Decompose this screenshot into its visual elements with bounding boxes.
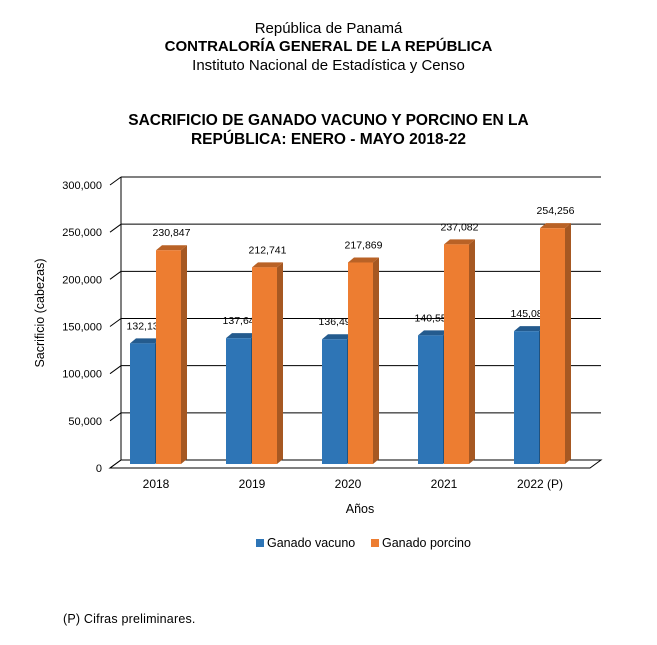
gridline-depth [109,412,122,422]
y-tick-label: 200,000 [62,274,102,286]
x-tick-label: 2021 [431,477,458,491]
y-tick-label: 250,000 [62,227,102,239]
y-tick-label: 100,000 [62,369,102,381]
bar-side [277,262,283,464]
data-label: 132,136 [127,320,165,332]
bar [130,343,155,464]
header-institution: CONTRALORÍA GENERAL DE LA REPÚBLICA [164,38,493,55]
header-institute: Instituto Nacional de Estadística y Cens… [192,57,465,74]
chart-floor [108,459,603,469]
bar-side [181,245,187,464]
bar [444,244,469,464]
bar [418,335,443,464]
gridline-depth [109,318,122,327]
data-label: 230,847 [153,227,191,239]
bar-top [348,257,379,263]
data-label: 145,087 [511,308,549,320]
bar [514,331,539,464]
y-tick-label: 300,000 [62,180,102,192]
gridline-depth [109,223,122,233]
y-tick-label: 0 [96,463,102,475]
bar-top [418,330,449,336]
bar-side [373,257,379,464]
gridline-depth [109,365,122,375]
data-label: 136,497 [319,316,357,328]
bar-top [252,262,283,268]
data-label: 217,869 [345,239,383,251]
bar-side [565,223,571,464]
bar-top [322,334,353,340]
legend-swatch [371,539,379,547]
chart-title-line-1: SACRIFICIO DE GANADO VACUNO Y PORCINO EN… [128,112,529,129]
bar-top [540,223,571,229]
gridline-depth [109,270,122,280]
bar-top [514,326,545,332]
data-label: 237,082 [441,221,479,233]
bar [348,262,373,464]
bar-side [469,239,475,464]
bar-top [156,245,187,251]
data-label: 137,646 [223,315,261,327]
x-tick-label: 2018 [143,477,170,491]
x-tick-label: 2022 (P) [517,477,563,491]
x-tick-label: 2019 [239,477,266,491]
x-tick-label: 2020 [335,477,362,491]
bar-top [444,239,475,245]
x-axis-title: Años [346,502,375,516]
data-label: 140,558 [415,312,453,324]
legend-label: Ganado vacuno [267,536,355,550]
bar [226,338,251,464]
chart-title-line-2: REPÚBLICA: ENERO - MAYO 2018-22 [190,131,467,148]
bar [252,267,277,464]
footnote: (P) Cifras preliminares. [63,612,196,626]
bar [540,228,565,464]
data-label: 254,256 [537,205,575,217]
y-tick-label: 50,000 [68,416,102,428]
bar [156,250,181,464]
legend-swatch [256,539,264,547]
bar-top [226,333,257,339]
header-republic: República de Panamá [254,20,403,37]
y-tick-label: 150,000 [62,322,102,334]
legend-label: Ganado porcino [382,536,471,550]
data-label: 212,741 [249,244,287,256]
gridline-depth [109,176,122,186]
bar [322,339,347,464]
y-axis-title: Sacrificio (cabezas) [33,258,47,367]
bar-top [130,338,161,344]
